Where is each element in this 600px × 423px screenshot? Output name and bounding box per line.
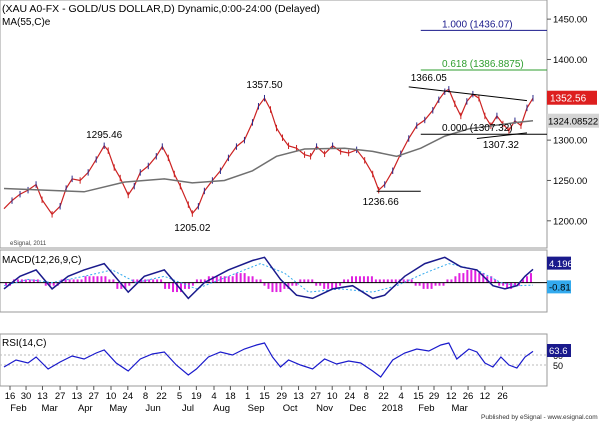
x-tick-label: 4 xyxy=(211,391,216,402)
x-tick-label: 15 xyxy=(259,391,270,402)
x-month-label: Oct xyxy=(283,403,298,414)
x-month-label: Feb xyxy=(10,403,26,414)
x-month-label: Apr xyxy=(78,403,93,414)
fib-level-label: 0.000 (1307.32) xyxy=(442,123,513,134)
x-month-label: Jun xyxy=(145,403,160,414)
rsi-value-label: 63.6 xyxy=(549,346,568,357)
x-tick-label: 15 xyxy=(413,391,424,402)
x-tick-label: 10 xyxy=(106,391,117,402)
rsi-value-badge xyxy=(547,344,571,357)
x-tick-label: 1 xyxy=(245,391,250,402)
trendline xyxy=(408,86,528,102)
x-tick-label: 26 xyxy=(463,391,474,402)
copyright-label: eSignal, 2011 xyxy=(10,241,47,247)
current-price-label: 1352.56 xyxy=(550,94,587,105)
x-tick-label: 19 xyxy=(191,391,202,402)
price-series-line xyxy=(3,88,534,216)
x-month-label: May xyxy=(109,403,127,414)
x-tick-label: 4 xyxy=(398,391,403,402)
price-panel-frame xyxy=(0,0,548,249)
footer-credit: Published by eSignal - www.esignal.com xyxy=(481,414,598,421)
x-tick-label: 27 xyxy=(55,391,66,402)
x-tick-label: 30 xyxy=(21,391,32,402)
price-annotation: 1205.02 xyxy=(174,223,211,234)
price-annotation: 1295.46 xyxy=(86,130,123,141)
x-tick-label: 12 xyxy=(446,391,457,402)
fib-level-label: 0.618 (1386.8875) xyxy=(442,59,524,70)
ma-label: MA(55,C)e xyxy=(2,17,51,28)
price-annotation: 1236.66 xyxy=(363,197,400,208)
x-tick-label: 18 xyxy=(225,391,236,402)
price-y-tick-label: 1200.00 xyxy=(553,216,587,227)
macd-value-badge xyxy=(547,256,571,270)
price-annotation: 1357.50 xyxy=(246,80,283,91)
macd-value-label: 4.196 xyxy=(549,259,573,270)
macd-line xyxy=(3,256,534,300)
chart-title: (XAU A0-FX - GOLD/US DOLLAR,D) Dynamic,0… xyxy=(2,3,320,15)
price-y-tick-label: 1300.00 xyxy=(553,136,587,147)
ma55-line xyxy=(3,120,534,193)
x-tick-label: 5 xyxy=(177,391,182,402)
x-tick-label: 24 xyxy=(345,391,356,402)
x-tick-label: 22 xyxy=(378,391,389,402)
x-tick-label: 13 xyxy=(293,391,304,402)
fib-level-label: 1.000 (1436.07) xyxy=(442,19,513,30)
rsi-tick-label: 50 xyxy=(553,361,563,371)
x-tick-label: 29 xyxy=(276,391,287,402)
x-tick-label: 27 xyxy=(310,391,321,402)
x-month-label: 2018 xyxy=(382,403,403,414)
x-tick-label: 22 xyxy=(156,391,167,402)
rsi-panel-frame xyxy=(0,333,548,387)
ma-value-badge xyxy=(547,113,599,128)
x-tick-label: 29 xyxy=(429,391,440,402)
price-y-tick-label: 1450.00 xyxy=(553,15,587,26)
x-tick-label: 10 xyxy=(327,391,338,402)
current-price-badge xyxy=(547,90,597,105)
x-tick-label: 24 xyxy=(123,391,134,402)
ma-value-label: 1324.08522 xyxy=(548,117,598,128)
x-tick-label: 8 xyxy=(364,391,369,402)
x-tick-label: 27 xyxy=(88,391,99,402)
price-annotation: 1366.05 xyxy=(411,73,448,84)
price-annotation: 1307.32 xyxy=(483,140,520,151)
x-month-label: Mar xyxy=(451,403,467,414)
signal-value-badge xyxy=(547,280,571,294)
x-tick-label: 8 xyxy=(143,391,148,402)
rsi-line xyxy=(3,342,534,378)
x-month-label: Nov xyxy=(316,403,333,414)
rsi-label: RSI(14,C) xyxy=(2,338,46,349)
x-month-label: Dec xyxy=(349,403,366,414)
x-tick-label: 26 xyxy=(497,391,508,402)
x-month-label: Sep xyxy=(248,403,265,414)
x-tick-label: 13 xyxy=(37,391,48,402)
price-y-tick-label: 1400.00 xyxy=(553,55,587,66)
x-tick-label: 12 xyxy=(480,391,491,402)
x-tick-label: 13 xyxy=(72,391,83,402)
x-month-label: Feb xyxy=(418,403,434,414)
x-month-label: Aug xyxy=(213,403,230,414)
signal-value-label: -0.81 xyxy=(549,282,571,293)
x-month-label: Mar xyxy=(41,403,57,414)
x-month-label: Jul xyxy=(182,403,194,414)
x-tick-label: 16 xyxy=(5,391,16,402)
macd-label: MACD(12,26,9,C) xyxy=(2,255,81,266)
price-y-tick-label: 1250.00 xyxy=(553,176,587,187)
